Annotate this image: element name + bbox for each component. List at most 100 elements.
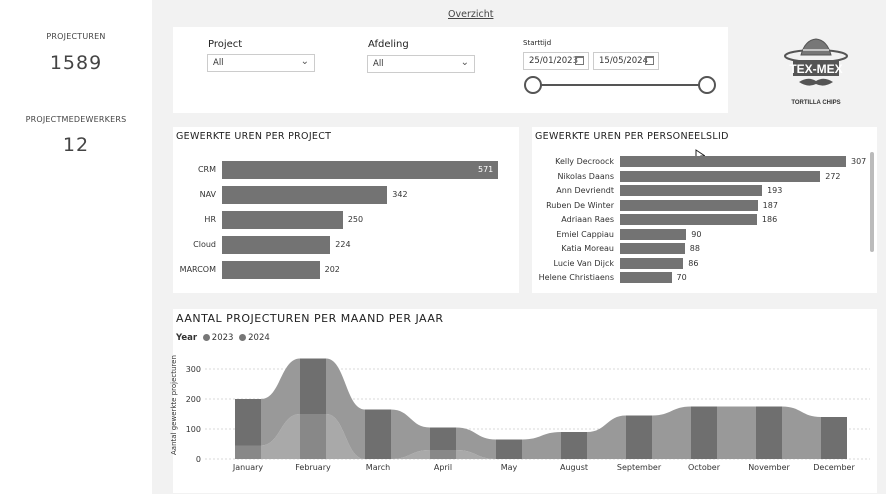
employee-bar xyxy=(620,185,763,196)
overview-link[interactable]: Overzicht xyxy=(448,9,494,20)
x-tick-label: October xyxy=(688,463,721,472)
date-from-input[interactable]: 25/01/2023 xyxy=(523,52,589,70)
legend-2024: 2024 xyxy=(248,333,270,343)
calendar-icon xyxy=(575,56,584,65)
logo-line2: TORTILLA CHIPS xyxy=(791,100,840,106)
y-tick-label: 200 xyxy=(186,395,201,404)
employee-bar xyxy=(620,257,684,269)
project-chart-title: GEWERKTE UREN PER PROJECT xyxy=(176,131,332,142)
bar-2024 xyxy=(691,406,717,459)
employee-bar-label: Nikolas Daans xyxy=(557,171,615,181)
y-tick-label: 100 xyxy=(186,425,201,434)
employee-bar-label: Emiel Cappiau xyxy=(556,229,614,239)
bar-2024 xyxy=(365,409,391,459)
bar-2024 xyxy=(756,406,782,459)
employee-bar-label: Ruben De Winter xyxy=(546,200,614,210)
project-bar xyxy=(222,236,331,254)
project-bar-label: HR xyxy=(204,215,216,224)
legend-title: Year xyxy=(176,333,198,343)
ribbon-2024 xyxy=(326,358,365,459)
project-dropdown-value: All xyxy=(213,58,224,68)
employee-bar-value: 193 xyxy=(767,186,783,195)
x-tick-label: February xyxy=(295,463,331,472)
employee-bar-value: 186 xyxy=(761,215,778,224)
project-bar-label: MARCOM xyxy=(179,265,216,274)
employee-bar-label: Adriaan Raes xyxy=(561,215,614,224)
project-bar xyxy=(222,211,343,229)
chevron-down-icon: ⌄ xyxy=(300,56,309,67)
date-from-value: 25/01/2023 xyxy=(529,56,578,66)
employee-bar-value: 90 xyxy=(691,229,702,239)
x-tick-label: November xyxy=(748,463,790,472)
bar-2024 xyxy=(496,439,522,459)
bar-2023 xyxy=(430,450,456,459)
employee-bar-value: 86 xyxy=(688,258,699,268)
ribbon-2023 xyxy=(261,414,300,459)
project-bar xyxy=(222,261,320,279)
department-filter-label: Afdeling xyxy=(368,39,409,50)
y-tick-label: 300 xyxy=(186,365,201,374)
department-dropdown[interactable]: All ⌄ xyxy=(367,55,475,73)
project-bar xyxy=(222,186,388,204)
employee-bar-value: 272 xyxy=(825,171,841,181)
bar-2024 xyxy=(626,415,652,459)
date-to-input[interactable]: 15/05/2024 xyxy=(593,52,659,70)
employee-bar-label: Kelly Decroock xyxy=(555,157,614,166)
employee-bar-label: Lucie Van Dijck xyxy=(553,258,614,268)
ribbon-2024 xyxy=(717,406,756,459)
kpi-sidebar: PROJECTUREN 1589 PROJECTMEDEWERKERS 12 xyxy=(0,0,152,494)
x-tick-label: August xyxy=(560,463,588,472)
bar-2024 xyxy=(430,427,456,450)
x-tick-label: December xyxy=(813,463,855,472)
employee-bar-value: 187 xyxy=(762,200,778,210)
bar-2024 xyxy=(821,417,847,459)
ribbon-2024 xyxy=(456,427,496,459)
project-bar-value: 202 xyxy=(324,265,340,274)
employee-bar-label: Helene Christiaens xyxy=(538,273,614,282)
x-tick-label: April xyxy=(434,463,452,472)
x-tick-label: September xyxy=(617,463,662,472)
chevron-down-icon: ⌄ xyxy=(460,57,469,68)
date-to-value: 15/05/2024 xyxy=(599,56,648,66)
employees-label: PROJECTMEDEWERKERS xyxy=(25,115,127,124)
project-bar-value: 342 xyxy=(392,190,408,199)
slider-end-handle[interactable] xyxy=(698,76,716,94)
project-bar-value: 250 xyxy=(347,215,364,224)
slider-start-handle[interactable] xyxy=(524,76,542,94)
employee-bar xyxy=(620,170,821,182)
date-range-slider[interactable] xyxy=(533,84,707,86)
employee-bar-value: 307 xyxy=(851,157,867,166)
bar-2023 xyxy=(235,445,261,459)
project-bar-value: 571 xyxy=(478,165,494,174)
bar-2024 xyxy=(300,358,326,414)
ribbon-2024 xyxy=(782,406,821,459)
x-tick-label: January xyxy=(232,463,264,472)
employee-bar xyxy=(620,199,758,211)
ribbon-2024 xyxy=(391,409,430,459)
monthly-chart-title: AANTAL PROJECTUREN PER MAAND PER JAAR xyxy=(176,312,444,325)
project-bar-label: CRM xyxy=(197,165,216,174)
project-dropdown[interactable]: All ⌄ xyxy=(207,54,315,72)
employee-bar-label: Katia Moreau xyxy=(561,244,614,253)
ribbon-2024 xyxy=(587,415,626,459)
employee-bar xyxy=(620,272,672,283)
tex-mex-logo: TEX-MEX TORTILLA CHIPS xyxy=(784,38,848,106)
department-dropdown-value: All xyxy=(373,59,384,69)
x-tick-label: March xyxy=(366,463,390,472)
y-tick-label: 0 xyxy=(196,455,201,464)
ribbon-2024 xyxy=(652,406,691,459)
employee-bar xyxy=(620,243,685,254)
logo-line1: TEX-MEX xyxy=(789,62,842,76)
calendar-icon xyxy=(645,56,654,65)
ribbon-2024 xyxy=(261,358,300,446)
employee-chart-scrollbar[interactable] xyxy=(870,152,874,252)
project-bar xyxy=(222,161,498,179)
monthly-chart-plot: 0 100 200 300 January February March April May Au… xyxy=(186,358,870,472)
employee-bar-label: Ann Devriendt xyxy=(556,186,614,195)
bar-2023 xyxy=(300,414,326,459)
project-bar-value: 224 xyxy=(335,240,351,249)
employee-bar xyxy=(620,228,687,240)
employee-bar xyxy=(620,156,846,167)
project-filter-label: Project xyxy=(208,39,243,50)
employees-value: 12 xyxy=(62,134,90,156)
